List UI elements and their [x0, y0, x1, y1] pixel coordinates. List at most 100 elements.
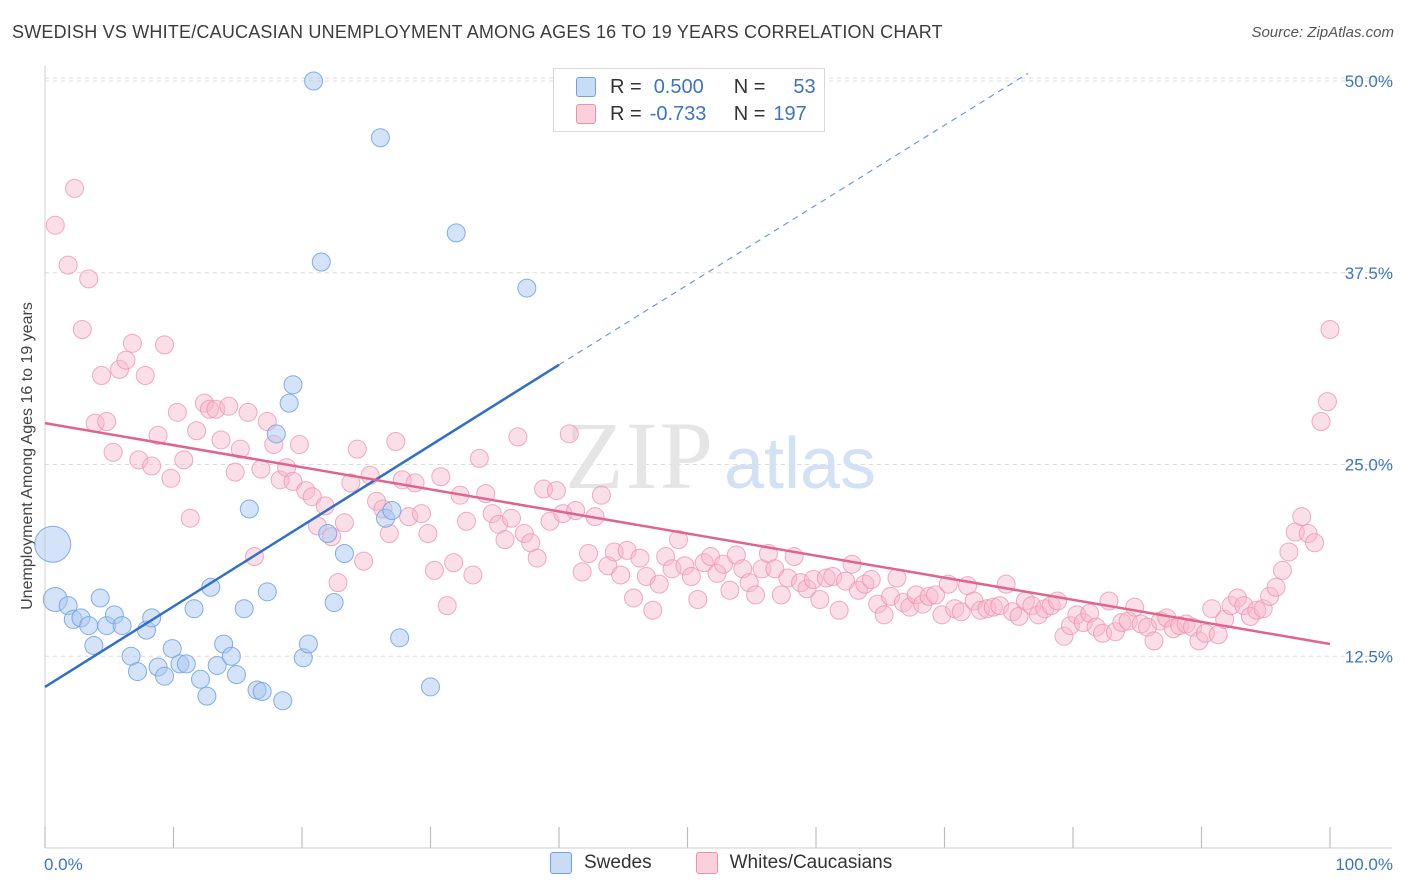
swedes-point [266, 424, 286, 444]
whites-point [302, 487, 322, 507]
swedes-point [112, 616, 132, 636]
legend-label-whites: Whites/Caucasians [729, 852, 893, 873]
whites-point [720, 580, 740, 600]
swedes-point [226, 665, 246, 685]
whites-point [399, 507, 419, 527]
whites-point [437, 596, 457, 616]
whites-point [797, 579, 817, 599]
whites-point [681, 566, 701, 586]
whites-point [167, 402, 187, 422]
legend-r-value: 0.500 [653, 75, 704, 98]
swedes-point [311, 252, 331, 272]
whites-point [983, 597, 1003, 617]
whites-point [823, 566, 843, 586]
whites-point [469, 448, 489, 468]
whites-point [514, 524, 534, 544]
swedes-point [184, 599, 204, 619]
whites-point [1202, 599, 1222, 619]
tick-labels: 12.5% 25.0% 37.5% 50.0% 0.0% 100.0% [44, 72, 1393, 874]
legend-n-label: N = [733, 102, 766, 125]
legend-item-swedes[interactable]: Swedes [550, 852, 652, 874]
whites-point [1227, 588, 1247, 608]
swedes-point [390, 628, 410, 648]
whites-point [630, 548, 650, 568]
whites-point [649, 574, 669, 594]
whites-point [1054, 626, 1074, 646]
y-tick-label: 37.5% [1345, 264, 1393, 283]
swedes-point [304, 71, 324, 91]
whites-point [598, 556, 618, 576]
whites-point [566, 501, 586, 521]
whites-point [713, 554, 733, 574]
whites-point [194, 393, 214, 413]
swedes-point [421, 677, 440, 697]
swedes-trend-line [44, 363, 560, 688]
whites-point [527, 548, 547, 568]
whites-point [591, 485, 611, 505]
whites-point [230, 439, 250, 459]
y-tick-label: 25.0% [1345, 456, 1393, 475]
swedes-point [197, 686, 217, 706]
whites-point [187, 421, 207, 441]
whites-point [1073, 613, 1093, 633]
legend-swatch-swedes [576, 77, 596, 97]
whites-point [148, 425, 168, 445]
whites-trend-line [44, 421, 1331, 646]
whites-point [662, 559, 682, 579]
whites-point [1266, 577, 1286, 597]
whites-point [1022, 596, 1042, 616]
watermark-atlas: atlas [724, 424, 876, 504]
whites-point [1260, 586, 1280, 606]
legend-n-value: 53 [793, 75, 816, 98]
swedes-point [34, 525, 72, 563]
swedes-point [517, 278, 537, 298]
whites-point [861, 570, 881, 590]
whites-point [1048, 591, 1068, 611]
whites-point [842, 554, 862, 574]
legend-swatch-swedes [550, 852, 572, 874]
whites-point [219, 396, 239, 416]
swedes-point [207, 655, 227, 675]
swedes-point [252, 682, 272, 702]
whites-point [970, 600, 990, 620]
swedes-point [257, 582, 277, 602]
swedes-point [221, 646, 241, 666]
swedes-point [90, 588, 110, 608]
whites-point [347, 439, 367, 459]
whites-point [1183, 617, 1203, 637]
whites-point [161, 468, 181, 488]
legend-r-label: R = [610, 75, 642, 98]
whites-point [206, 399, 226, 419]
whites-point [1279, 542, 1299, 562]
whites-point [456, 511, 476, 531]
whites-point [142, 456, 162, 476]
whites-point [116, 350, 136, 370]
whites-point [122, 333, 142, 353]
whites-point [1144, 631, 1164, 651]
whites-point [341, 473, 361, 493]
whites-point [1105, 622, 1125, 642]
whites-point [771, 585, 791, 605]
swedes-point [370, 128, 390, 148]
swedes-point [79, 616, 99, 636]
whites-point [572, 562, 592, 582]
legend-n-value: 197 [773, 102, 807, 125]
whites-point [129, 450, 149, 470]
whites-point [656, 547, 676, 567]
whites-point [135, 366, 155, 386]
watermark: ZIP atlas [565, 402, 876, 509]
whites-point [1247, 600, 1267, 620]
whites-point [463, 565, 483, 585]
whites-point [367, 491, 387, 511]
legend-row-whites: R = -0.733 N = 197 [576, 101, 807, 127]
whites-point [881, 586, 901, 606]
whites-point [92, 366, 112, 386]
whites-point [360, 465, 380, 485]
whites-point [328, 573, 348, 593]
whites-point [1112, 613, 1132, 633]
whites-point [1125, 597, 1145, 617]
legend-item-whites[interactable]: Whites/Caucasians [695, 852, 893, 874]
whites-point [334, 513, 354, 533]
series-legend: Swedes Whites/Caucasians [550, 852, 936, 874]
swedes-point [279, 393, 299, 413]
